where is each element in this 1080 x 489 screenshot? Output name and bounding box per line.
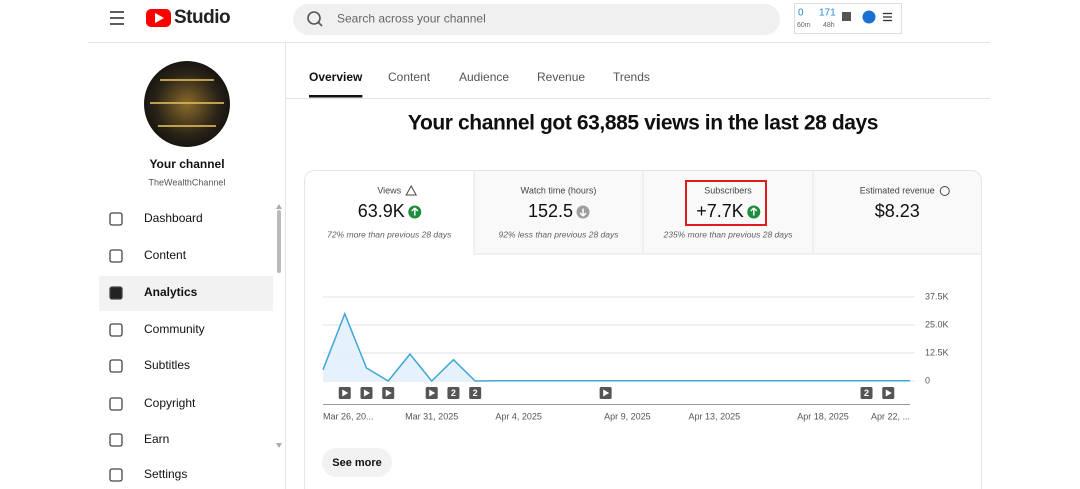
y-tick-label: 37.5K bbox=[925, 291, 949, 301]
see-more-button[interactable] bbox=[322, 448, 392, 477]
nav-item[interactable]: Community bbox=[144, 322, 205, 336]
nav-icon bbox=[109, 397, 123, 411]
metric-tile[interactable] bbox=[812, 170, 982, 255]
x-tick-label: Apr 4, 2025 bbox=[495, 411, 542, 421]
headline: Your channel got 63,885 views in the las… bbox=[408, 112, 878, 135]
video-marker-count: 2 bbox=[473, 388, 478, 398]
info-icon bbox=[939, 186, 950, 196]
nav-item[interactable]: Content bbox=[144, 248, 187, 262]
metric-value: $8.23 bbox=[875, 201, 920, 221]
channel-title: Your channel bbox=[149, 157, 224, 171]
x-tick-label: Mar 31, 2025 bbox=[405, 411, 458, 421]
tab[interactable]: Overview bbox=[309, 70, 363, 84]
play-icon bbox=[885, 389, 892, 397]
nav-icon bbox=[109, 249, 123, 263]
logo-text[interactable]: Studio bbox=[174, 7, 231, 28]
x-tick-label: Apr 9, 2025 bbox=[604, 411, 651, 421]
play-icon bbox=[429, 389, 436, 397]
metric-label: Watch time (hours) bbox=[521, 185, 597, 195]
series-line bbox=[322, 311, 910, 383]
play-icon bbox=[342, 389, 349, 397]
metric-note: 92% less than previous 28 days bbox=[498, 229, 619, 239]
nav-active-bg bbox=[99, 276, 273, 311]
tab-underline bbox=[309, 95, 363, 98]
play-icon bbox=[603, 389, 610, 397]
play-icon bbox=[385, 389, 392, 397]
video-marker-count: 2 bbox=[864, 388, 869, 398]
recent-label: 48h bbox=[823, 22, 835, 29]
nav-icon bbox=[109, 323, 123, 337]
nav-icon bbox=[109, 212, 123, 226]
warning-icon bbox=[405, 184, 418, 196]
metric-value: 152.5 bbox=[528, 201, 573, 221]
x-tick-label: Apr 13, 2025 bbox=[689, 411, 741, 421]
x-tick-label: Mar 26, 20... bbox=[323, 411, 374, 421]
metric-value: 63.9K bbox=[358, 201, 405, 221]
scrollbar[interactable] bbox=[277, 210, 281, 273]
nav-item[interactable]: Settings bbox=[144, 467, 187, 481]
tab[interactable]: Audience bbox=[459, 70, 509, 84]
trend-arrow bbox=[411, 207, 419, 216]
nav-item[interactable]: Subtitles bbox=[144, 358, 190, 372]
highlight-box bbox=[685, 180, 767, 226]
realtime-label: 60m bbox=[797, 22, 811, 29]
search-placeholder: Search across your channel bbox=[337, 12, 486, 26]
recent-value: 171 bbox=[819, 8, 836, 19]
menu-button[interactable] bbox=[110, 11, 124, 25]
stats-icon bbox=[842, 12, 851, 21]
tab[interactable]: Content bbox=[388, 70, 431, 84]
video-marker[interactable] bbox=[469, 387, 482, 399]
play-icon bbox=[363, 389, 370, 397]
metric-value: +7.7K bbox=[696, 201, 744, 221]
y-tick-label: 0 bbox=[925, 375, 930, 385]
realtime-value: 0 bbox=[798, 8, 804, 19]
metric-note: 72% more than previous 28 days bbox=[327, 229, 452, 239]
search-box[interactable] bbox=[293, 4, 780, 35]
video-marker[interactable] bbox=[860, 387, 873, 399]
metric-label: Views bbox=[377, 185, 401, 195]
video-marker-count: 2 bbox=[451, 388, 456, 398]
account-icon[interactable] bbox=[862, 10, 876, 24]
nav-icon bbox=[109, 468, 123, 482]
video-marker[interactable] bbox=[447, 387, 460, 399]
x-tick-label: Apr 18, 2025 bbox=[797, 411, 849, 421]
channel-name: TheWealthChannel bbox=[149, 177, 226, 187]
trend-arrow bbox=[579, 208, 587, 217]
nav-item[interactable]: Earn bbox=[144, 432, 169, 446]
trend-arrow bbox=[750, 207, 758, 216]
y-tick-label: 12.5K bbox=[925, 347, 949, 357]
see-more-label[interactable]: See more bbox=[332, 457, 382, 469]
tab[interactable]: Revenue bbox=[537, 70, 585, 84]
metric-label: Subscribers bbox=[704, 185, 752, 195]
nav-icon bbox=[109, 359, 123, 373]
tab[interactable]: Trends bbox=[613, 70, 650, 84]
y-tick-label: 25.0K bbox=[925, 319, 949, 329]
nav-item[interactable]: Dashboard bbox=[144, 211, 203, 225]
nav-item[interactable]: Copyright bbox=[144, 396, 196, 410]
x-tick-label: Apr 22, ... bbox=[871, 411, 910, 421]
nav-item[interactable]: Analytics bbox=[144, 285, 198, 299]
metric-note: 235% more than previous 28 days bbox=[663, 229, 794, 239]
nav-icon bbox=[109, 433, 123, 447]
metric-label: Estimated revenue bbox=[860, 185, 935, 195]
nav-icon bbox=[109, 286, 123, 300]
